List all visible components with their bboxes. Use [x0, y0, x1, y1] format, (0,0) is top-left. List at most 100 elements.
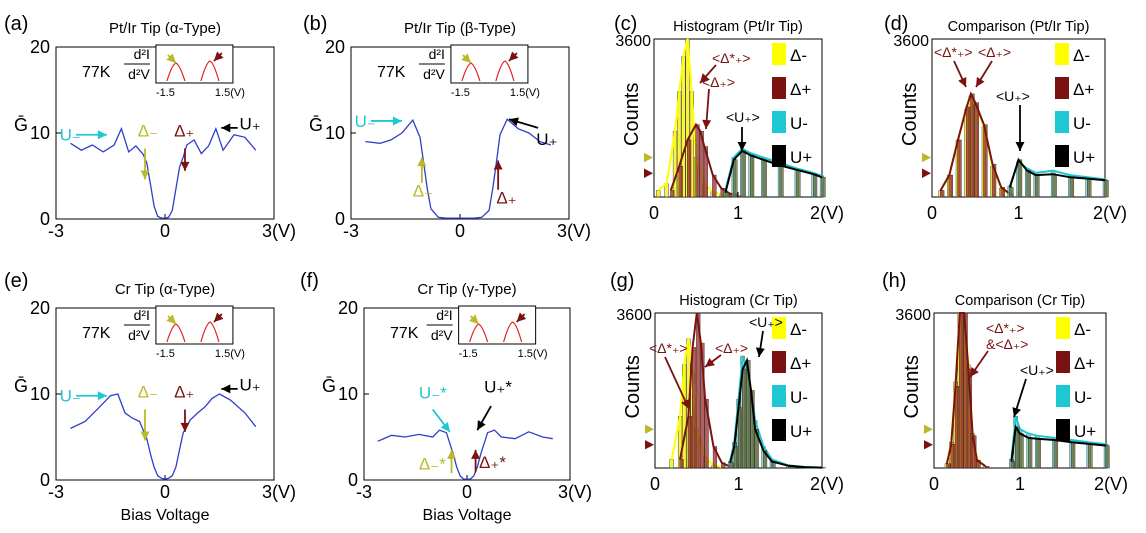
arrow-u-minus	[75, 130, 107, 140]
arrow-delta-minus	[140, 148, 150, 180]
arrow-u-plus	[755, 330, 765, 358]
inset-arrow-left	[166, 314, 177, 325]
legend-swatch	[772, 385, 786, 407]
histogram-bar	[821, 177, 826, 198]
histogram-bar	[687, 416, 692, 469]
panel-g: (g) Histogram (Cr Tip) Counts 3600 0 1 2(V) Δ- Δ…	[610, 270, 844, 494]
x-tick-label: 1	[1015, 474, 1025, 494]
annotation-delta-plus: Δ₊	[174, 121, 194, 140]
histogram-bar	[1017, 159, 1023, 198]
inset-tick-left: -1.5	[451, 87, 470, 99]
series-1	[939, 91, 1014, 198]
histogram-bar	[741, 150, 746, 198]
annotation-u-plus: U₊	[239, 376, 260, 395]
legend-swatch	[1056, 351, 1070, 373]
series-outline	[945, 312, 987, 468]
panel-title: Pt/Ir Tip (α-Type)	[109, 20, 221, 37]
histogram-bar	[695, 124, 700, 198]
x-tick-label: -3	[48, 482, 64, 502]
x-tick-label: -3	[356, 482, 372, 502]
legend-entry: Δ+	[1073, 80, 1094, 99]
histogram-bar	[762, 450, 768, 469]
side-marker-maroon	[644, 168, 653, 179]
arrow-delta-star	[699, 64, 717, 84]
y-axis-label: Ḡ	[14, 376, 28, 396]
legend-entry: U+	[1074, 422, 1096, 441]
legend-swatch	[1056, 419, 1070, 441]
annotation-delta-plus: <Δ₊>	[978, 44, 1011, 60]
legend-swatch	[1056, 317, 1070, 339]
arrow-delta-minus	[140, 409, 150, 441]
inset-arrow-right	[213, 312, 224, 323]
annotation-delta-star: <Δ*₊>	[934, 44, 973, 60]
histogram-bar	[733, 159, 738, 198]
panel-label: (a)	[4, 13, 28, 35]
legend-swatch	[1055, 43, 1069, 65]
legend-swatch	[772, 419, 786, 441]
arrow-u-plus	[221, 123, 238, 133]
x-axis-label: Bias Voltage	[423, 507, 512, 524]
legend-entry: U+	[790, 148, 812, 167]
annotation-delta-plus: &<Δ₊>	[986, 336, 1028, 352]
annotation-u-minus: U₋*	[419, 383, 447, 402]
arrow-u-plus	[1015, 105, 1025, 151]
x-tick-label: 2(V)	[1093, 203, 1127, 223]
inset-frame	[155, 44, 234, 84]
histogram-bar	[954, 385, 960, 469]
annotation-u-minus: U₋	[60, 126, 81, 145]
histogram-bar	[984, 466, 990, 469]
histogram-bar	[1070, 441, 1076, 469]
side-marker-maroon	[922, 168, 931, 179]
histogram-bar	[733, 446, 738, 469]
side-marker-maroon	[645, 440, 654, 450]
inset-arrow-left	[166, 53, 177, 64]
series-outline	[724, 147, 823, 191]
legend-swatch	[772, 77, 786, 99]
y-axis-label: Counts	[621, 83, 643, 146]
arrow-delta-plus	[180, 409, 190, 432]
legend-entry: Δ-	[790, 320, 807, 339]
y-axis-label: Counts	[899, 83, 921, 146]
side-marker-maroon	[924, 440, 933, 450]
histogram-bar	[1010, 461, 1016, 469]
histogram-bar	[813, 173, 818, 198]
histogram-bar	[991, 163, 997, 198]
histogram-bar	[656, 190, 661, 198]
histogram-bar	[779, 165, 784, 198]
histogram-bar	[965, 106, 971, 198]
arrow-delta-plus	[471, 449, 481, 473]
y-axis-label: Counts	[901, 355, 923, 418]
legend-swatch	[772, 43, 786, 65]
legend-swatch	[772, 317, 786, 339]
conductance-curve	[365, 118, 551, 219]
histogram-bar	[957, 139, 962, 198]
legend-entry: Δ+	[790, 354, 811, 373]
panel-title: Pt/Ir Tip (β-Type)	[404, 20, 516, 37]
histogram-bar	[1015, 426, 1020, 469]
series-1	[669, 122, 742, 198]
conductance-curve	[70, 393, 257, 480]
arrow-delta-plus	[975, 60, 993, 88]
x-tick-label: 0	[650, 474, 660, 494]
panel-title: Comparison (Cr Tip)	[955, 293, 1086, 309]
series-1	[945, 312, 990, 469]
inset-label-top: d²I	[134, 46, 150, 62]
inset-label-top: d²I	[134, 307, 150, 323]
panel-title: Comparison (Pt/Ir Tip)	[948, 19, 1090, 35]
x-tick-label: 0	[455, 221, 465, 241]
legend-swatch	[1056, 385, 1070, 407]
histogram-bar	[746, 360, 751, 469]
histogram-bar	[1053, 439, 1059, 469]
panel-h: (h) Comparison (Cr Tip) Counts 3600 0 1 2(V) Δ-…	[882, 270, 1128, 494]
histogram-bar	[737, 407, 743, 469]
annotation-u-plus: U₊*	[484, 377, 512, 396]
arrow-delta-plus	[180, 148, 190, 171]
y-tick-label: 20	[30, 298, 50, 318]
series-3	[724, 149, 826, 198]
y-tick-label: 20	[325, 37, 345, 57]
histogram-bar	[691, 347, 697, 469]
histogram-bar	[940, 190, 945, 198]
histogram-bar	[729, 462, 734, 469]
